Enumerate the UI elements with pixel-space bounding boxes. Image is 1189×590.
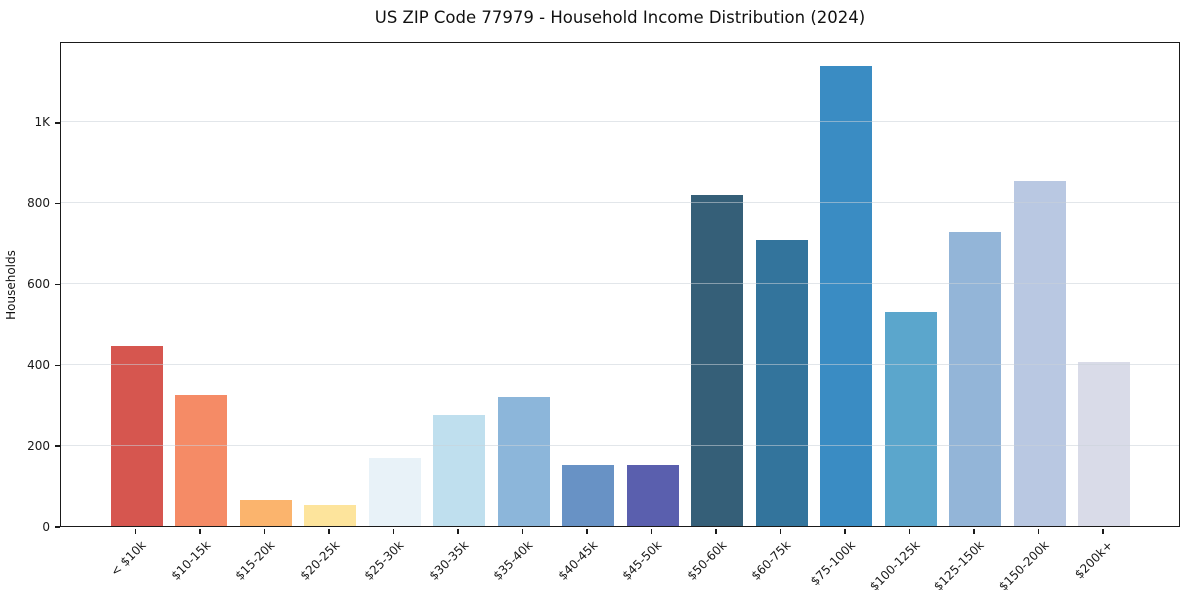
bar (562, 464, 614, 526)
x-tick-label: $10-15k (168, 538, 213, 583)
x-tick-mark (908, 529, 911, 534)
bar (884, 312, 937, 526)
bar (175, 394, 227, 526)
chart-title: US ZIP Code 77979 - Household Income Dis… (374, 8, 866, 27)
bar (626, 464, 679, 526)
x-tick-mark (586, 529, 588, 534)
bar (239, 500, 292, 526)
x-tick-mark (199, 529, 201, 534)
bar (368, 458, 421, 526)
x-tick-mark (521, 529, 524, 534)
y-tick-mark (55, 526, 60, 528)
x-tick-label: $100-125k (866, 538, 923, 590)
y-tick-label: 400 (27, 357, 50, 372)
x-tick-label: $125-150k (931, 538, 987, 590)
y-tick-mark (55, 364, 60, 367)
x-tick-mark (263, 529, 266, 534)
bar (497, 397, 550, 526)
y-tick-mark (55, 202, 60, 205)
y-tick-label: 0 (42, 519, 50, 534)
x-tick-label: $150-200k (995, 538, 1052, 590)
x-tick-mark (328, 529, 330, 534)
x-tick-label: < $10k (107, 538, 149, 579)
x-tick-mark (392, 529, 395, 534)
x-tick-label: $60-75k (748, 538, 794, 583)
bar (1013, 180, 1066, 526)
gridline (61, 282, 1179, 285)
bar (755, 240, 808, 526)
x-tick-label: $35-40k (490, 538, 536, 583)
y-tick-label: 200 (27, 438, 50, 453)
bar (304, 504, 356, 526)
bar (949, 232, 1001, 526)
x-axis-ticks: < $10k $10-15k $15-20k $20-25k $25-30k $30-35… (60, 528, 1180, 590)
gridline (61, 202, 1179, 204)
bar (691, 194, 743, 526)
bar (110, 346, 163, 526)
y-tick-mark (55, 122, 60, 124)
x-tick-mark (844, 529, 846, 534)
x-tick-label: $200k+ (1072, 538, 1116, 582)
gridline (61, 363, 1179, 365)
y-tick-mark (55, 445, 60, 447)
x-tick-label: $15-20k (232, 538, 278, 583)
x-tick-mark (1102, 529, 1104, 534)
y-axis-ticks: 0 200 400 600 800 1K (0, 42, 60, 534)
x-tick-mark (1037, 529, 1040, 534)
x-tick-label: $25-30k (361, 538, 407, 583)
x-tick-mark (457, 529, 459, 534)
bar (433, 414, 485, 526)
bar (820, 66, 872, 526)
y-tick-label: 1K (34, 115, 50, 130)
x-tick-label: $50-60k (684, 538, 729, 583)
x-tick-label: $45-50k (619, 538, 665, 583)
x-tick-mark (973, 529, 975, 534)
gridline (61, 444, 1179, 446)
plot-area (60, 42, 1180, 527)
x-tick-label: $40-45k (555, 538, 600, 583)
y-tick-label: 600 (27, 277, 50, 291)
x-tick-label: $75-100k (807, 538, 858, 589)
gridline (61, 121, 1179, 123)
y-tick-mark (55, 283, 60, 286)
x-tick-mark (650, 529, 653, 534)
y-tick-label: 800 (27, 196, 50, 211)
x-tick-label: $30-35k (426, 538, 471, 583)
x-tick-mark (715, 529, 717, 534)
bar (1078, 361, 1130, 526)
x-tick-label: $20-25k (297, 538, 342, 583)
x-tick-mark (134, 529, 137, 534)
x-tick-mark (779, 529, 782, 534)
